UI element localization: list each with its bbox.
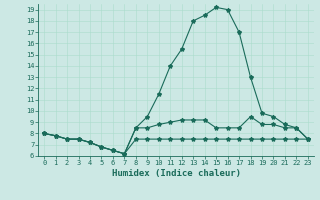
X-axis label: Humidex (Indice chaleur): Humidex (Indice chaleur): [111, 169, 241, 178]
